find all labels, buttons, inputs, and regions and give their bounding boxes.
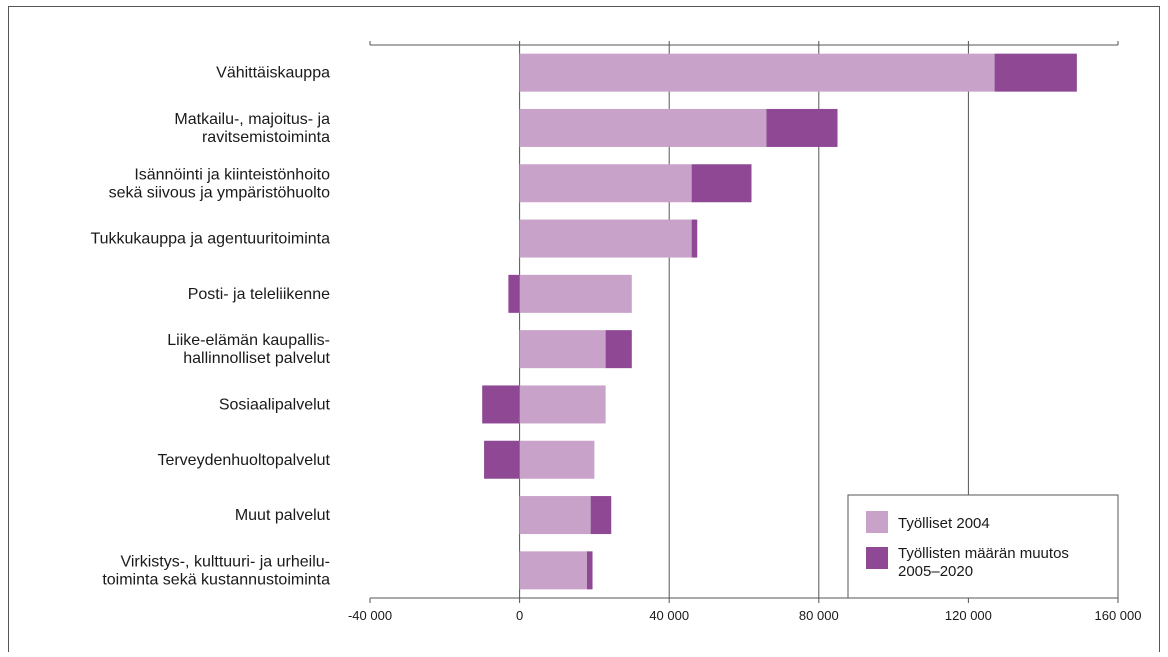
bar-employed-2004: [519, 440, 595, 479]
bar-change-2005-2020: [691, 219, 698, 258]
bar-change-2005-2020: [484, 440, 520, 479]
bar-employed-2004: [519, 108, 767, 147]
bar-change-2005-2020: [482, 385, 520, 424]
category-label: Muut palvelut: [235, 507, 331, 524]
bar-change-2005-2020: [605, 330, 632, 369]
x-tick-label: -40 000: [348, 608, 392, 623]
x-tick-label: 160 000: [1095, 608, 1142, 623]
bar-employed-2004: [519, 385, 606, 424]
legend-swatch-employed-2004: [866, 511, 888, 533]
x-tick-label: 120 000: [945, 608, 992, 623]
category-labels: Vähittäiskauppa Matkailu-, majoitus- ja ra…: [90, 65, 330, 589]
bar-employed-2004: [519, 219, 692, 258]
bar-employed-2004: [519, 330, 606, 369]
bar-change-2005-2020: [691, 164, 752, 203]
category-label: Virkistys-, kulttuuri- ja urheilu-toimin…: [102, 553, 330, 588]
bar-change-2005-2020: [590, 496, 612, 535]
bar-layer: [482, 53, 1077, 590]
bar-employed-2004: [519, 274, 632, 313]
category-label: Sosiaalipalvelut: [219, 396, 331, 413]
bar-employed-2004: [519, 53, 995, 92]
bar-employed-2004: [519, 164, 692, 203]
bar-change-2005-2020: [508, 274, 520, 313]
category-label: Terveydenhuoltopalvelut: [157, 452, 330, 469]
x-tick-label: 0: [516, 608, 523, 623]
category-label: Tukkukauppa ja agentuuritoiminta: [90, 231, 330, 248]
legend-swatch-change: [866, 547, 888, 569]
category-label: Posti- ja teleliikenne: [188, 286, 330, 303]
bar-employed-2004: [519, 551, 587, 590]
bar-change-2005-2020: [766, 108, 838, 147]
bar-change-2005-2020: [994, 53, 1077, 92]
category-label: Isännöinti ja kiinteistönhoito sekä siivo…: [109, 166, 331, 201]
legend-label-change: Työllisten määrän muutos 2005–2020: [898, 545, 1069, 580]
x-tick-label: 40 000: [649, 608, 689, 623]
legend-box: [847, 494, 1119, 599]
axis-layer: -40 000 0 40 000 80 000 120 000 160 000: [348, 41, 1142, 623]
legend: Työlliset 2004 Työllisten määrän muutos 20…: [847, 494, 1119, 599]
bar-change-2005-2020: [586, 551, 593, 590]
x-tick-label: 80 000: [799, 608, 839, 623]
legend-label-employed-2004: Työlliset 2004: [898, 515, 990, 532]
chart-frame: [8, 6, 1160, 652]
category-label: Matkailu-, majoitus- ja ravitsemistoimint…: [174, 111, 330, 146]
bar-employed-2004: [519, 496, 591, 535]
category-label: Liike-elämän kaupallis-hallinnolliset pa…: [167, 332, 330, 367]
category-label: Vähittäiskauppa: [216, 65, 330, 82]
